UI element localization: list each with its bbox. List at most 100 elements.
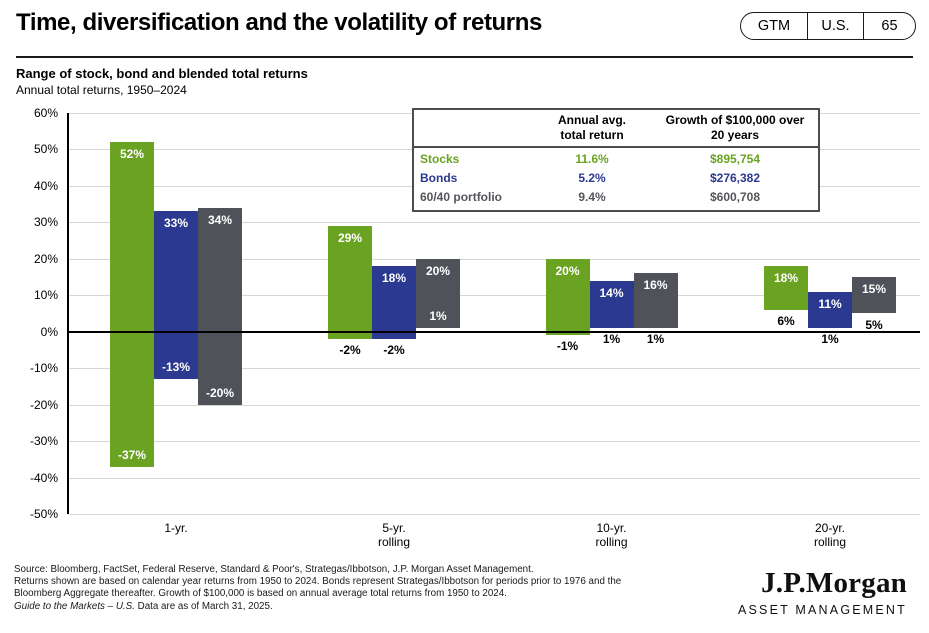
bar-low-label: 1% <box>821 332 839 347</box>
y-axis-tick-label: -50% <box>29 507 58 521</box>
summary-table: Annual avg. total return Growth of $100,… <box>412 108 820 212</box>
bar-low-label: 1% <box>602 332 621 347</box>
chart-heading: Range of stock, bond and blended total r… <box>16 66 308 81</box>
range-bar-stocks <box>764 266 808 310</box>
header-growth-line1: Growth of $100,000 over <box>665 113 805 127</box>
bar-high-label: 15% <box>861 282 887 297</box>
bonds-row-label: Bonds <box>420 171 458 185</box>
bonds-growth-value: $276,382 <box>709 171 761 185</box>
region-badge[interactable]: U.S. <box>807 13 863 39</box>
bar-high-label: 52% <box>119 147 145 162</box>
range-bar-60-40-portfolio <box>633 273 678 329</box>
range-bar-stocks <box>328 226 372 339</box>
y-axis-tick-label: 50% <box>33 142 58 157</box>
x-axis-category-label: 1-yr. <box>164 521 188 535</box>
bar-low-label: -20% <box>205 385 234 400</box>
bar-high-label: 18% <box>773 271 799 286</box>
bar-low-label: 6% <box>777 313 795 328</box>
blend-growth-value: $600,708 <box>709 190 761 204</box>
bar-low-label: 1% <box>646 332 665 347</box>
source-footnotes: Source: Bloomberg, FactSet, Federal Rese… <box>14 564 754 613</box>
gtm-publication-name: Guide to the Markets – U.S. <box>14 600 135 612</box>
y-axis-tick-label: -40% <box>29 470 58 485</box>
bar-low-label: -2% <box>339 343 361 358</box>
gridline <box>68 258 920 260</box>
summary-table-header: Annual avg. total return Growth of $100,… <box>414 110 818 148</box>
bar-low-label: -13% <box>161 360 190 375</box>
footnote-line-2: Returns shown are based on calendar year… <box>14 576 622 588</box>
bar-low-label: 5% <box>865 317 883 332</box>
footnote-line-4: Guide to the Markets – U.S. Data are as … <box>14 601 754 613</box>
jpmorgan-logo: J.P.Morgan ASSET MANAGEMENT <box>738 567 907 617</box>
page-number-badge[interactable]: 65 <box>863 13 915 39</box>
summary-table-body: Stocks 11.6% $895,754 Bonds 5.2% $276,38… <box>414 148 818 210</box>
y-axis-tick-label: 10% <box>33 288 58 303</box>
bar-low-label: -37% <box>117 447 146 462</box>
gridline <box>68 514 920 515</box>
y-axis-tick-label: 20% <box>33 251 58 266</box>
gridline <box>68 295 920 297</box>
table-row-bonds: Bonds 5.2% $276,382 <box>414 169 818 188</box>
zero-baseline <box>68 330 920 333</box>
y-axis-tick-label: -10% <box>29 361 58 376</box>
summary-table-header-growth: Growth of $100,000 over 20 years <box>652 110 818 146</box>
y-axis-tick-label: 40% <box>33 178 58 193</box>
x-axis-category-label: 5-yr. rolling <box>377 521 410 549</box>
y-axis-tick-label: -20% <box>29 397 58 412</box>
bar-low-label: -2% <box>383 343 405 358</box>
y-axis-tick-label: 60% <box>33 106 58 120</box>
range-bar-60-40-portfolio <box>416 258 460 329</box>
y-axis-tick-label: 30% <box>33 215 58 230</box>
stocks-growth-value: $895,754 <box>709 152 761 166</box>
bar-high-label: 20% <box>555 263 580 278</box>
gridline <box>68 368 920 370</box>
bar-high-label: 29% <box>337 231 363 245</box>
bar-high-label: 20% <box>425 263 451 278</box>
x-axis-category-label: 20-yr. rolling <box>813 521 846 549</box>
gridline <box>68 477 920 479</box>
range-bar-60-40-portfolio <box>852 277 896 314</box>
y-axis-tick-label: -30% <box>29 434 58 449</box>
jpmorgan-wordmark: J.P.Morgan <box>761 567 907 599</box>
bar-high-label: 34% <box>207 212 233 227</box>
bar-high-label: 16% <box>643 278 668 293</box>
range-bar-stocks <box>110 142 154 467</box>
y-axis-line <box>67 113 69 514</box>
table-row-stocks: Stocks 11.6% $895,754 <box>414 150 818 169</box>
gtm-badge-pill: GTM U.S. 65 <box>740 12 916 40</box>
header-avg-line1: Annual avg. <box>557 113 626 127</box>
summary-table-header-empty-cell <box>414 110 532 146</box>
bar-high-label: 11% <box>818 296 842 311</box>
footnote-line-3: Bloomberg Aggregate thereafter. Growth o… <box>14 588 507 600</box>
bar-high-label: 18% <box>381 271 407 286</box>
range-bar-bonds <box>808 291 852 329</box>
range-bar-stocks <box>545 258 590 336</box>
gridline <box>68 222 920 224</box>
chart-subtitle: Annual total returns, 1950–2024 <box>16 83 187 97</box>
range-bar-bonds <box>589 280 634 329</box>
table-row-6040-portfolio: 60/40 portfolio 9.4% $600,708 <box>414 188 818 207</box>
y-axis-tick-label: 0% <box>40 324 58 339</box>
gridline <box>68 441 920 443</box>
range-bar-60-40-portfolio <box>198 207 242 405</box>
as-of-date: Data are as of March 31, 2025. <box>134 600 273 612</box>
gtm-badge[interactable]: GTM <box>757 18 791 34</box>
bonds-avg-return: 5.2% <box>578 171 606 185</box>
bar-high-label: 33% <box>163 216 189 231</box>
stocks-avg-return: 11.6% <box>575 152 609 166</box>
asset-management-label: ASSET MANAGEMENT <box>737 603 907 617</box>
footnote-line-1: Source: Bloomberg, FactSet, Federal Rese… <box>14 564 534 575</box>
stocks-row-label: Stocks <box>420 152 460 166</box>
bar-low-label: -1% <box>556 339 579 354</box>
title-divider <box>16 56 913 58</box>
range-bar-bonds <box>372 266 416 339</box>
bar-low-label: 1% <box>429 309 447 324</box>
blend-avg-return: 9.4% <box>578 190 606 204</box>
summary-table-header-avg-return: Annual avg. total return <box>532 110 652 146</box>
range-bar-bonds <box>154 211 198 380</box>
blend-row-label: 60/40 portfolio <box>420 190 503 204</box>
page-title: Time, diversification and the volatility… <box>16 9 542 36</box>
header-avg-line2: total return <box>560 128 624 142</box>
